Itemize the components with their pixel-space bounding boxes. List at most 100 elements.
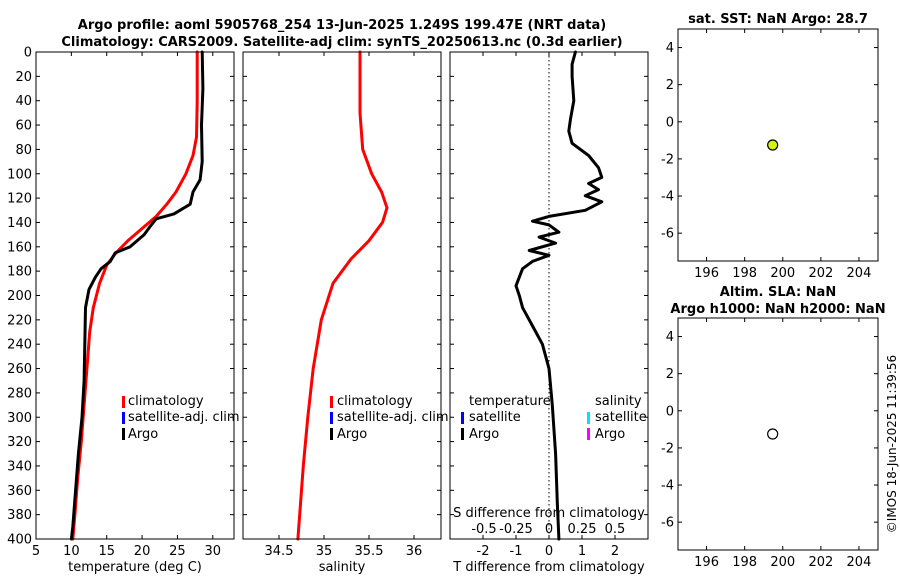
x-tick-label: 5 bbox=[32, 544, 40, 559]
difference-panel: -2 -1 0 1 2 T difference from climatology S … bbox=[449, 50, 649, 575]
t-difference-axis: -2 -1 0 1 2 bbox=[477, 52, 619, 559]
s-difference-ticks: -0.5 -0.25 0 0.25 0.5 bbox=[471, 522, 625, 537]
y-tick-label: 0 bbox=[666, 115, 674, 130]
sst-x-axis: 196 198 200 202 204 bbox=[694, 29, 871, 281]
y-tick-label: 0 bbox=[666, 404, 674, 419]
series-climatology bbox=[71, 50, 199, 541]
depth-tick-label: 200 bbox=[7, 289, 32, 304]
legend-temperature-satellite-swatch bbox=[461, 412, 464, 424]
difference-legend-salinity: salinity satellite Argo bbox=[587, 394, 647, 442]
legend-salinity-argo-swatch bbox=[587, 428, 590, 440]
salinity-legend-argo-swatch bbox=[330, 428, 333, 440]
x-tick-label: 25 bbox=[169, 544, 186, 559]
salinity-lines bbox=[296, 50, 389, 541]
s-difference-tick: 0.5 bbox=[605, 522, 626, 537]
temperature-lines bbox=[69, 50, 205, 541]
s-difference-tick: 0.25 bbox=[568, 522, 597, 537]
salinity-legend-argo: Argo bbox=[337, 427, 367, 442]
depth-tick-label: 100 bbox=[7, 167, 32, 182]
sla-x-axis: 196 198 200 202 204 bbox=[694, 318, 871, 570]
profile-title: Argo profile: aoml 5905768_254 13-Jun-20… bbox=[78, 18, 606, 33]
s-difference-tick: -0.5 bbox=[471, 522, 496, 537]
x-tick-label: 10 bbox=[63, 544, 80, 559]
y-tick-label: 4 bbox=[666, 41, 674, 56]
sla-markers bbox=[767, 428, 779, 440]
temperature-legend-argo: Argo bbox=[128, 427, 158, 442]
depth-tick-label: 320 bbox=[7, 435, 32, 450]
salinity-legend-satellite: satellite-adj. clim bbox=[337, 410, 449, 425]
salinity-axis: 34.5 35 35.5 36 bbox=[265, 52, 423, 559]
difference-legend-temperature: temperature satellite Argo bbox=[461, 394, 551, 442]
climatology-title: Climatology: CARS2009. Satellite-adj cli… bbox=[61, 35, 622, 50]
temperature-legend-satellite-swatch bbox=[122, 412, 125, 424]
depth-tick-label: 280 bbox=[7, 386, 32, 401]
salinity-legend-climatology: climatology bbox=[337, 394, 413, 409]
legend-temperature-argo-swatch bbox=[461, 428, 464, 440]
x-tick-label: 35.5 bbox=[355, 544, 384, 559]
x-tick-label: 196 bbox=[694, 555, 719, 570]
x-tick-label: 0 bbox=[545, 544, 553, 559]
depth-tick-label: 120 bbox=[7, 192, 32, 207]
temperature-panel: 0 20 40 60 80 100 120 140 160 180 200 220 240 260 280 3… bbox=[7, 46, 239, 576]
temperature-legend: climatology satellite-adj. clim Argo bbox=[122, 394, 240, 442]
depth-tick-label: 140 bbox=[7, 216, 32, 231]
series-argo bbox=[69, 50, 205, 541]
y-tick-label: -2 bbox=[661, 152, 674, 167]
x-tick-label: 1 bbox=[578, 544, 586, 559]
depth-tick-label: 0 bbox=[24, 46, 32, 61]
temperature-axis: 5 10 15 20 25 30 bbox=[32, 52, 221, 559]
x-tick-label: -2 bbox=[477, 544, 490, 559]
difference-depth-ticks bbox=[450, 51, 648, 540]
salinity-legend-satellite-swatch bbox=[330, 412, 333, 424]
x-tick-label: 204 bbox=[847, 555, 872, 570]
sla-frame bbox=[677, 317, 879, 551]
x-tick-label: 200 bbox=[770, 555, 795, 570]
sst-title: sat. SST: NaN Argo: 28.7 bbox=[688, 12, 868, 27]
salinity-panel: 34.5 35 35.5 36 salinity climatology satell… bbox=[242, 50, 449, 575]
sst-markers bbox=[767, 139, 779, 151]
y-tick-label: 4 bbox=[666, 330, 674, 345]
x-tick-label: 2 bbox=[611, 544, 619, 559]
x-tick-label: -1 bbox=[510, 544, 523, 559]
t-difference-xlabel: T difference from climatology bbox=[452, 560, 645, 575]
legend-salinity-satellite-swatch bbox=[587, 412, 590, 424]
x-tick-label: 198 bbox=[732, 555, 757, 570]
x-tick-label: 200 bbox=[770, 266, 795, 281]
depth-axis: 0 20 40 60 80 100 120 140 160 180 200 220 240 260 280 3… bbox=[7, 46, 234, 548]
temperature-legend-climatology: climatology bbox=[128, 394, 204, 409]
depth-tick-label: 20 bbox=[15, 70, 32, 85]
y-tick-label: 2 bbox=[666, 367, 674, 382]
sst-y-axis: 4 2 0 -2 -4 -6 bbox=[661, 41, 878, 242]
s-difference-label: S difference from climatology bbox=[453, 506, 645, 521]
legend-salinity-argo: Argo bbox=[595, 427, 625, 442]
temperature-legend-climatology-swatch bbox=[122, 396, 125, 408]
x-tick-label: 202 bbox=[808, 555, 833, 570]
salinity-frame bbox=[242, 51, 442, 540]
legend-salinity-title: salinity bbox=[595, 394, 642, 409]
depth-tick-label: 360 bbox=[7, 484, 32, 499]
salinity-legend: climatology satellite-adj. clim Argo bbox=[330, 394, 449, 442]
series-t-difference-argo- bbox=[514, 50, 604, 541]
temperature-legend-argo-swatch bbox=[122, 428, 125, 440]
x-tick-label: 15 bbox=[98, 544, 115, 559]
legend-temperature-title: temperature bbox=[469, 394, 551, 409]
legend-salinity-satellite: satellite bbox=[595, 410, 647, 425]
y-tick-label: 2 bbox=[666, 78, 674, 93]
salinity-depth-ticks bbox=[243, 51, 441, 540]
sst-frame bbox=[677, 28, 879, 262]
depth-tick-label: 400 bbox=[7, 533, 32, 548]
float-location-marker bbox=[767, 428, 779, 440]
legend-temperature-satellite: satellite bbox=[469, 410, 521, 425]
depth-tick-label: 160 bbox=[7, 240, 32, 255]
x-tick-label: 204 bbox=[847, 266, 872, 281]
sst-panel: sat. SST: NaN Argo: 28.7 420-2-4-6 196 19… bbox=[661, 12, 879, 281]
depth-tick-label: 380 bbox=[7, 508, 32, 523]
y-tick-label: -4 bbox=[661, 190, 674, 205]
x-tick-label: 36 bbox=[406, 544, 423, 559]
temperature-xlabel: temperature (deg C) bbox=[68, 560, 202, 575]
series-climatology bbox=[296, 50, 389, 541]
depth-tick-label: 340 bbox=[7, 459, 32, 474]
depth-tick-label: 60 bbox=[15, 119, 32, 134]
y-tick-label: -6 bbox=[661, 516, 674, 531]
